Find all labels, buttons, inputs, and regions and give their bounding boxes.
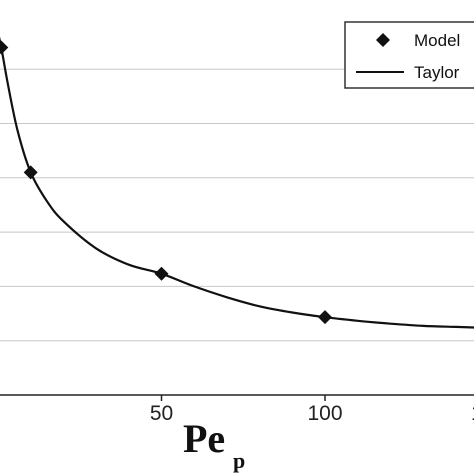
model-point-2 — [154, 266, 169, 281]
x-axis-label-main: Pe — [183, 416, 225, 461]
x-axis-label: Pe p — [183, 416, 245, 473]
legend: Model Taylor — [344, 21, 474, 89]
x-tick-label-100: 100 — [307, 402, 342, 425]
series-group — [0, 36, 474, 329]
model-point-1 — [23, 165, 38, 180]
model-point-3 — [318, 310, 332, 325]
legend-marker-model — [376, 33, 390, 47]
x-axis-label-subscript: p — [233, 448, 245, 473]
grid-lines — [0, 68, 474, 342]
x-tick-label-50: 50 — [150, 402, 173, 425]
x-tick-label-150: 150 — [471, 402, 474, 425]
legend-entry-taylor: Taylor — [414, 63, 460, 82]
legend-box — [344, 21, 474, 89]
model-point-0 — [0, 40, 9, 55]
x-ticks: 50 100 150 — [150, 395, 474, 425]
legend-entry-model: Model — [414, 31, 460, 50]
series-line-taylor — [0, 36, 474, 329]
